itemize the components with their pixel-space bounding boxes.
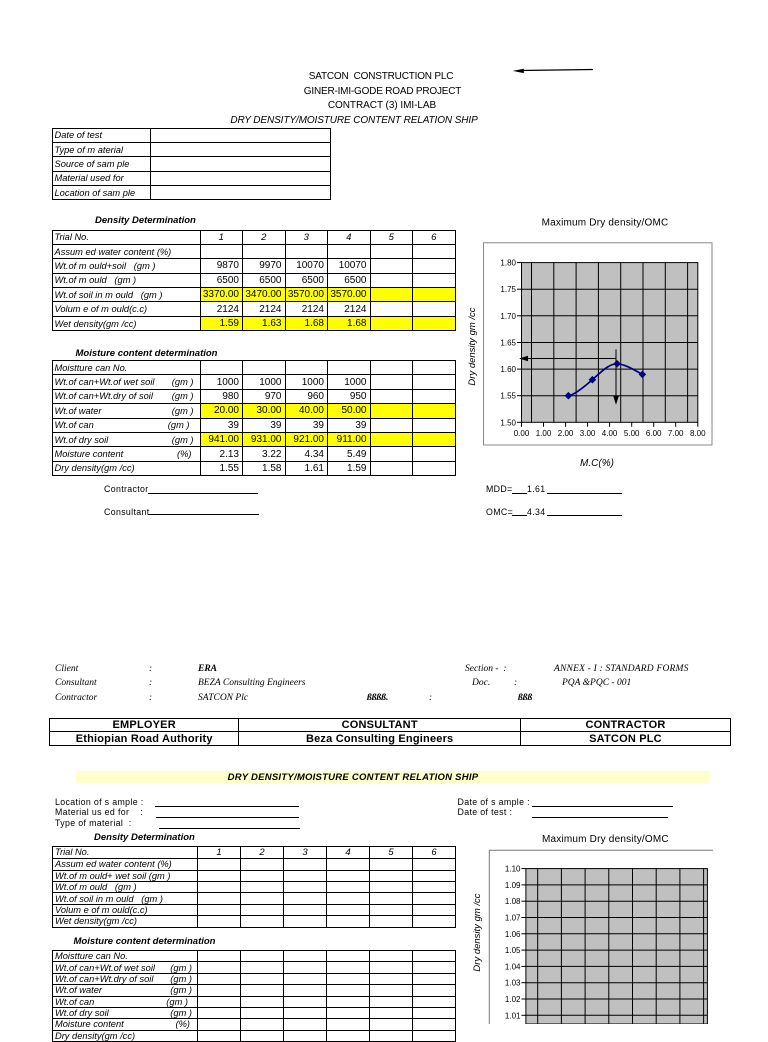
- svg-text:1.00: 1.00: [536, 429, 552, 438]
- svg-text:7.00: 7.00: [668, 429, 684, 438]
- svg-text:1.65: 1.65: [500, 339, 516, 348]
- svg-text:1.55: 1.55: [500, 392, 516, 401]
- svg-text:1.05: 1.05: [505, 946, 521, 955]
- svg-text:6.00: 6.00: [646, 429, 662, 438]
- svg-text:Maximum Dry density/OMC: Maximum Dry density/OMC: [542, 218, 669, 229]
- svg-text:Dry density gm /cc: Dry density gm /cc: [472, 893, 483, 971]
- svg-text:1.03: 1.03: [505, 979, 521, 988]
- svg-text:2.00: 2.00: [558, 429, 574, 438]
- svg-text:1.70: 1.70: [500, 312, 516, 321]
- svg-text:5.00: 5.00: [624, 429, 640, 438]
- svg-text:1.07: 1.07: [505, 914, 521, 923]
- svg-text:1.06: 1.06: [505, 930, 521, 939]
- svg-text:1.04: 1.04: [505, 962, 521, 971]
- svg-text:Maximum Dry density/OMC: Maximum Dry density/OMC: [542, 834, 669, 845]
- svg-text:1.50: 1.50: [500, 418, 516, 427]
- svg-text:1.80: 1.80: [500, 259, 516, 268]
- svg-text:1.08: 1.08: [505, 897, 521, 906]
- svg-text:M.C(%): M.C(%): [580, 458, 614, 469]
- svg-text:1.60: 1.60: [500, 365, 516, 374]
- svg-text:1.10: 1.10: [505, 865, 521, 874]
- svg-text:0.00: 0.00: [514, 429, 530, 438]
- svg-text:3.00: 3.00: [580, 429, 596, 438]
- svg-text:4.00: 4.00: [602, 429, 618, 438]
- svg-text:8.00: 8.00: [690, 429, 706, 438]
- svg-text:1.01: 1.01: [505, 1011, 521, 1020]
- svg-text:1.02: 1.02: [505, 995, 521, 1004]
- svg-text:Dry density gm /cc: Dry density gm /cc: [467, 307, 478, 385]
- svg-text:1.09: 1.09: [505, 881, 521, 890]
- svg-text:1.75: 1.75: [500, 285, 516, 294]
